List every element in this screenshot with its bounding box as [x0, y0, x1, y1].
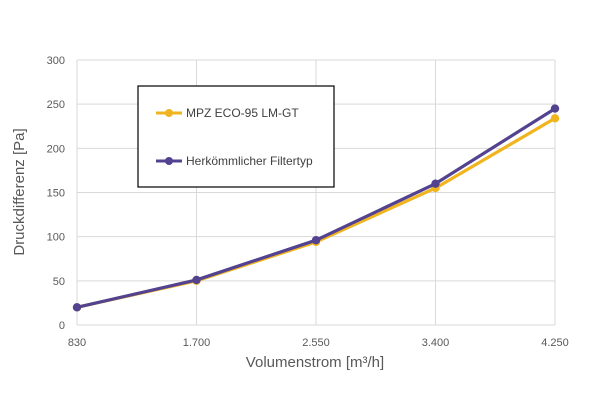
x-tick-label: 4.250: [541, 337, 569, 349]
data-point: [431, 179, 440, 188]
legend-label-mpz: MPZ ECO-95 LM-GT: [186, 106, 299, 120]
y-tick-label: 250: [47, 99, 65, 111]
x-tick-label: 830: [68, 337, 86, 349]
data-point: [192, 275, 201, 285]
y-tick-label: 50: [53, 276, 65, 288]
y-tick-label: 100: [47, 232, 65, 244]
x-tick-label: 1.700: [183, 337, 211, 349]
series-1: [72, 104, 560, 312]
series-group: [72, 104, 560, 312]
legend-item-mpz: MPZ ECO-95 LM-GT: [156, 106, 299, 120]
legend-label-herkoemmlich: Herkömmlicher Filtertyp: [186, 154, 313, 168]
y-tick-label: 300: [47, 55, 65, 67]
legend: MPZ ECO-95 LM-GT Herkömmlicher Filtertyp: [137, 85, 335, 188]
legend-marker-mpz: [165, 109, 173, 117]
data-point: [550, 114, 560, 123]
data-point: [550, 104, 560, 113]
y-tick-label: 0: [59, 320, 65, 332]
data-point: [72, 303, 82, 312]
x-tick-label: 2.550: [302, 337, 330, 349]
x-tick-labels: 830 1.700 2.550 3.400 4.250: [68, 337, 569, 349]
legend-box: [137, 85, 335, 188]
x-tick-label: 3.400: [422, 337, 450, 349]
legend-marker-herkoemmlich: [165, 157, 173, 165]
data-point: [311, 236, 321, 245]
y-axis-title: Druckdifferenz [Pa]: [11, 128, 28, 255]
x-axis-title: Volumenstrom [m³/h]: [246, 354, 384, 371]
legend-item-herkoemmlich: Herkömmlicher Filtertyp: [156, 154, 313, 168]
y-tick-labels: 0 50 100 150 200 250 300: [47, 55, 65, 332]
y-tick-label: 150: [47, 188, 65, 200]
y-tick-label: 200: [47, 143, 65, 155]
